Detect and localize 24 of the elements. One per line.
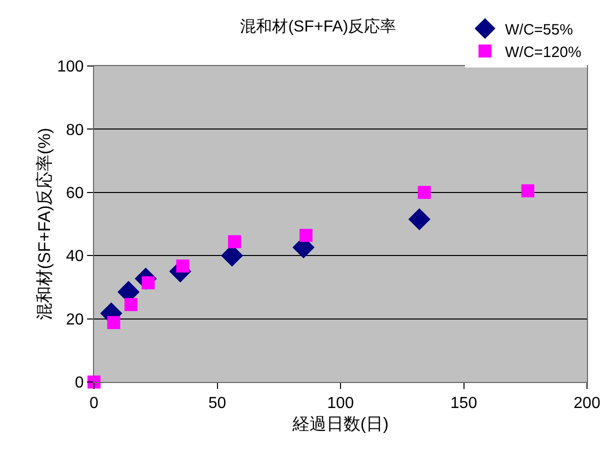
point <box>299 228 312 242</box>
chart-title: 混和材(SF+FA)反応率 <box>240 18 396 36</box>
x-axis-title: 経過日数(日) <box>291 414 389 434</box>
x-tick-label: 200 <box>574 395 600 412</box>
legend-label: W/C=120% <box>505 44 582 61</box>
point <box>418 186 431 199</box>
point <box>521 184 534 198</box>
point <box>124 298 138 312</box>
y-tick-label: 40 <box>66 248 84 266</box>
y-axis-title: 混和材(SF+FA)反応率(%) <box>35 128 54 320</box>
point <box>176 260 190 273</box>
x-tick-label: 0 <box>90 395 99 412</box>
y-tick-label: 20 <box>66 311 84 328</box>
legend-label: W/C=55% <box>505 21 573 38</box>
x-tick-label: 50 <box>208 395 226 412</box>
y-tick-label: 80 <box>66 122 84 139</box>
y-tick-label: 60 <box>66 185 84 202</box>
y-tick-label: 0 <box>74 374 84 392</box>
point <box>228 235 242 248</box>
y-tick-label: 100 <box>57 58 84 76</box>
x-tick-label: 150 <box>450 395 478 412</box>
point <box>408 208 430 230</box>
x-tick-label: 100 <box>327 395 354 412</box>
point <box>107 316 120 330</box>
